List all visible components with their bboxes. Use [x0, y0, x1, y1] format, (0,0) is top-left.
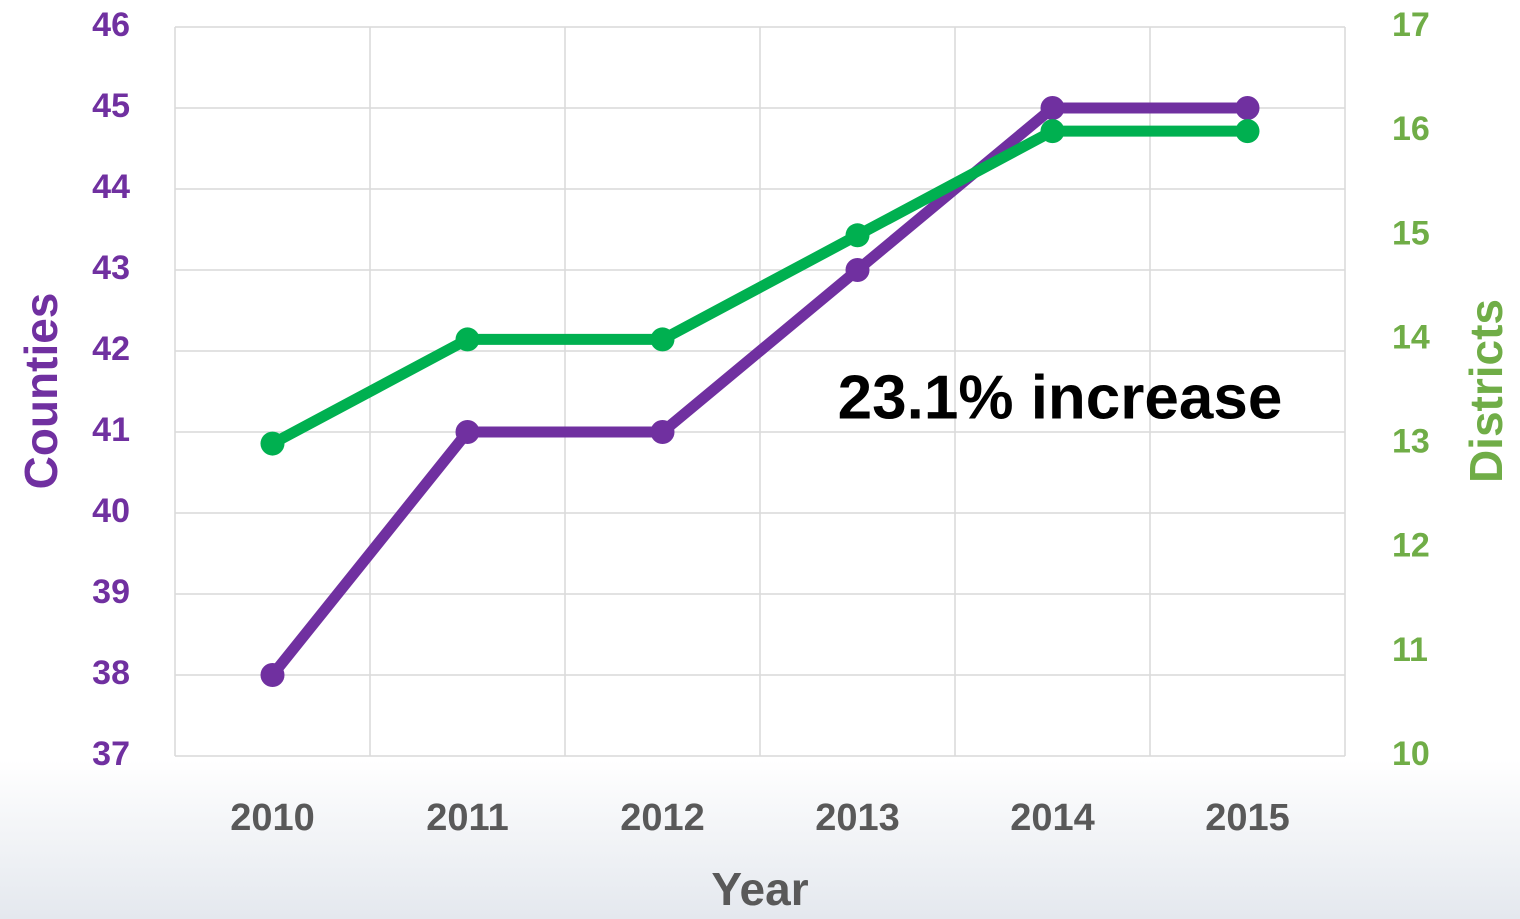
y2-tick-label: 17 [1392, 6, 1430, 44]
y2-axis-label: Districts [1460, 299, 1512, 483]
series-line [268, 102, 1248, 679]
series-point [260, 663, 285, 687]
series-point [845, 223, 870, 248]
y-tick-label: 40 [92, 492, 130, 530]
x-tick-label: 2010 [230, 797, 315, 839]
y2-tick-label: 14 [1392, 318, 1430, 356]
y-tick-label: 39 [92, 573, 130, 611]
y-tick-label: 42 [92, 330, 130, 368]
y-tick-label: 45 [92, 87, 130, 125]
y-tick-label: 37 [92, 735, 130, 773]
y-tick-label: 46 [92, 6, 130, 44]
series-line [269, 125, 1248, 449]
y2-tick-label: 11 [1392, 631, 1428, 669]
y2-tick-label: 16 [1392, 110, 1430, 148]
series-point [1235, 119, 1260, 144]
y2-tick-label: 10 [1392, 735, 1430, 773]
x-tick-label: 2014 [1010, 797, 1095, 839]
y-tick-label: 44 [92, 168, 130, 206]
series-point [845, 258, 870, 282]
x-tick-label: 2015 [1205, 797, 1290, 839]
series-point [1235, 96, 1260, 120]
series-point [1040, 119, 1065, 144]
y-tick-label: 43 [92, 249, 130, 287]
series-point [1040, 96, 1065, 120]
y2-tick-label: 15 [1392, 214, 1430, 252]
series-point [260, 431, 285, 456]
series-point [650, 327, 675, 352]
series-point [455, 420, 480, 444]
series-point [455, 327, 480, 352]
y2-tick-label: 13 [1392, 423, 1430, 461]
series-point [650, 420, 675, 444]
x-tick-label: 2012 [620, 797, 705, 839]
y2-tick-label: 12 [1392, 527, 1430, 565]
x-tick-label: 2013 [815, 797, 900, 839]
annotation: 23.1% increase [838, 363, 1283, 432]
y-tick-label: 38 [92, 654, 130, 692]
x-axis-label: Year [711, 863, 808, 915]
y-tick-label: 41 [92, 411, 130, 449]
y-axis-label: Counties [15, 293, 67, 490]
x-tick-label: 2011 [426, 797, 508, 839]
